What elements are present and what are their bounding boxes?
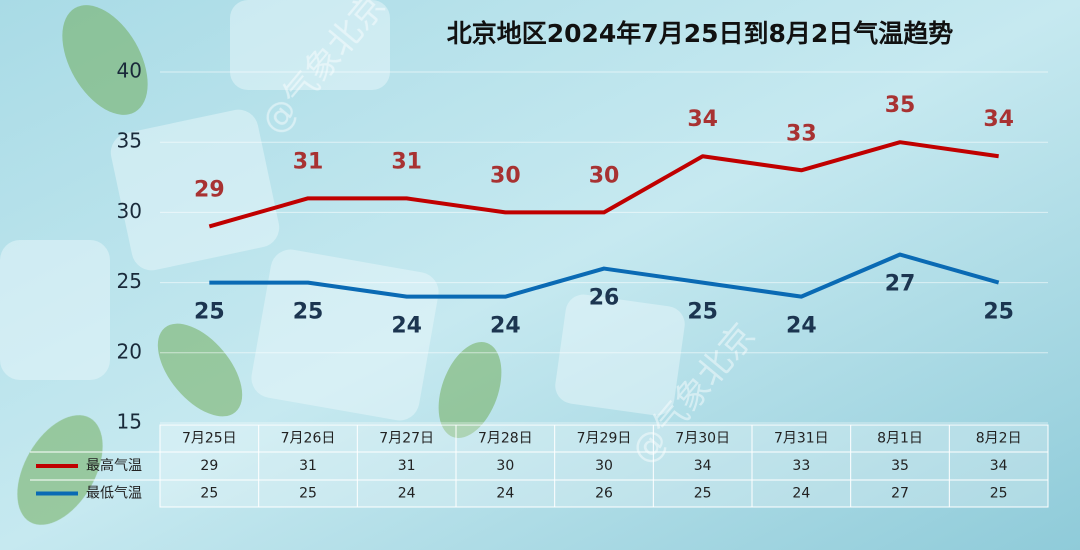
data-label: 30 xyxy=(490,163,521,188)
y-tick-label: 35 xyxy=(117,129,142,153)
data-label: 24 xyxy=(391,314,422,339)
data-label: 25 xyxy=(293,300,324,325)
x-tick-label: 7月31日 xyxy=(774,431,829,447)
table-value: 34 xyxy=(990,458,1008,474)
x-tick-label: 7月25日 xyxy=(182,431,237,447)
table-value: 31 xyxy=(299,458,317,474)
legend-label: 最高气温 xyxy=(86,457,142,474)
legend-label: 最低气温 xyxy=(86,486,142,502)
data-label: 31 xyxy=(391,149,422,174)
data-label: 33 xyxy=(786,121,817,146)
data-label: 25 xyxy=(983,300,1014,325)
x-tick-label: 7月28日 xyxy=(478,431,533,447)
table-value: 27 xyxy=(891,486,909,502)
series-line xyxy=(209,252,1000,299)
y-tick-label: 30 xyxy=(117,199,142,223)
data-label: 24 xyxy=(786,314,817,339)
y-tick-label: 20 xyxy=(117,339,142,363)
table-value: 24 xyxy=(496,486,514,502)
data-label: 27 xyxy=(885,272,916,297)
data-label: 35 xyxy=(885,93,916,118)
x-tick-label: 7月30日 xyxy=(675,431,730,447)
table-value: 30 xyxy=(595,458,613,474)
table-value: 25 xyxy=(299,486,317,502)
data-label: 26 xyxy=(589,286,620,311)
x-tick-label: 8月2日 xyxy=(976,431,1022,447)
x-tick-label: 7月27日 xyxy=(379,431,434,447)
x-tick-label: 7月29日 xyxy=(577,431,632,447)
data-label: 25 xyxy=(194,300,225,325)
y-tick-label: 40 xyxy=(117,59,142,83)
data-label: 29 xyxy=(194,177,225,202)
table-frame xyxy=(159,424,1049,508)
table-value: 35 xyxy=(891,458,909,474)
table-value: 25 xyxy=(990,486,1008,502)
data-label: 25 xyxy=(687,300,718,325)
series-line xyxy=(208,140,999,229)
data-label: 34 xyxy=(687,107,718,132)
table-value: 34 xyxy=(694,458,712,474)
data-label: 34 xyxy=(983,107,1014,132)
table-value: 33 xyxy=(792,458,810,474)
table-value: 31 xyxy=(398,458,416,474)
table-value: 26 xyxy=(595,486,613,502)
table-value: 30 xyxy=(496,458,514,474)
table-value: 25 xyxy=(200,486,218,502)
x-tick-label: 8月1日 xyxy=(877,431,923,447)
table-value: 29 xyxy=(200,458,218,474)
y-tick-label: 15 xyxy=(117,410,142,434)
table-value: 24 xyxy=(792,486,810,502)
table-value: 24 xyxy=(398,486,416,502)
y-tick-label: 25 xyxy=(117,269,142,293)
table-value: 25 xyxy=(694,486,712,502)
chart-title: 北京地区2024年7月25日到8月2日气温趋势 xyxy=(447,19,954,48)
data-label: 30 xyxy=(589,163,620,188)
data-label: 24 xyxy=(490,314,521,339)
decoration xyxy=(0,0,685,525)
x-tick-label: 7月26日 xyxy=(281,431,336,447)
data-label: 31 xyxy=(293,149,324,174)
